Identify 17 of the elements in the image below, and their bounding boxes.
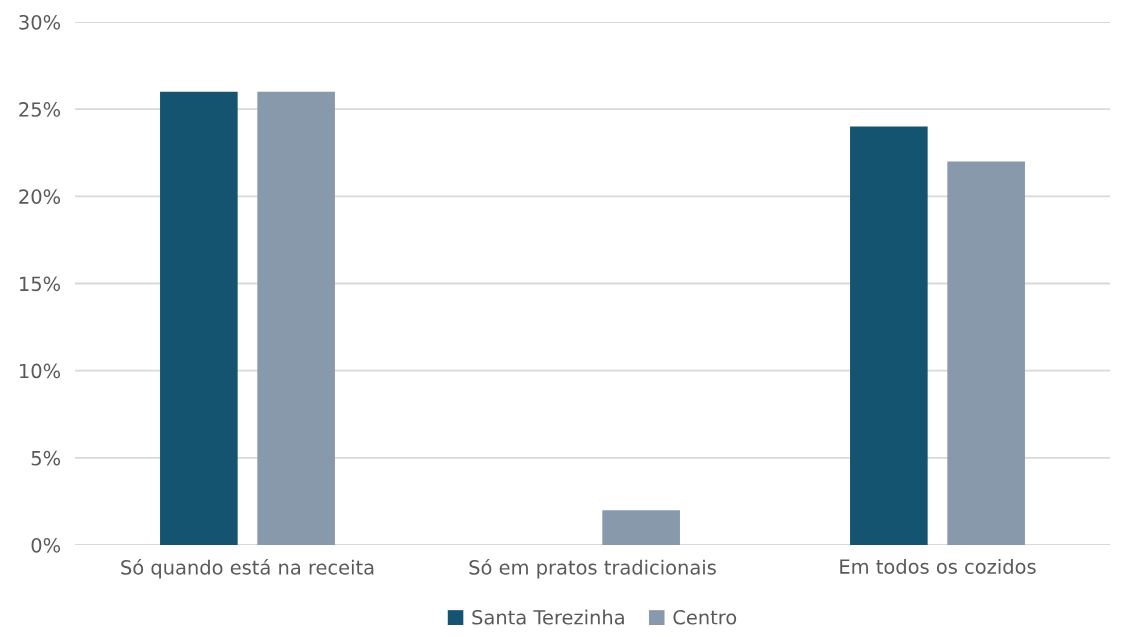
legend-label: Santa Terezinha — [472, 609, 624, 625]
legend-label: Centro — [673, 609, 737, 625]
y-tick-label: 10% — [20, 363, 61, 379]
bar — [947, 161, 1025, 545]
bar — [602, 510, 680, 545]
y-tick-label: 0% — [31, 537, 61, 553]
y-tick-label: 20% — [19, 189, 61, 204]
x-tick-label: Só em pratos tradicionais — [469, 558, 716, 579]
y-tick-label: 25% — [19, 102, 61, 117]
x-tick-label: Em todos os cozidos — [840, 558, 1036, 574]
bar — [257, 91, 335, 545]
x-tick-label: Só quando está na receita — [121, 558, 374, 579]
bar — [850, 126, 928, 545]
y-tick-label: 30% — [19, 14, 61, 30]
bar — [160, 91, 238, 545]
y-tick-label: 5% — [31, 450, 61, 466]
y-tick-label: 15% — [20, 276, 61, 292]
